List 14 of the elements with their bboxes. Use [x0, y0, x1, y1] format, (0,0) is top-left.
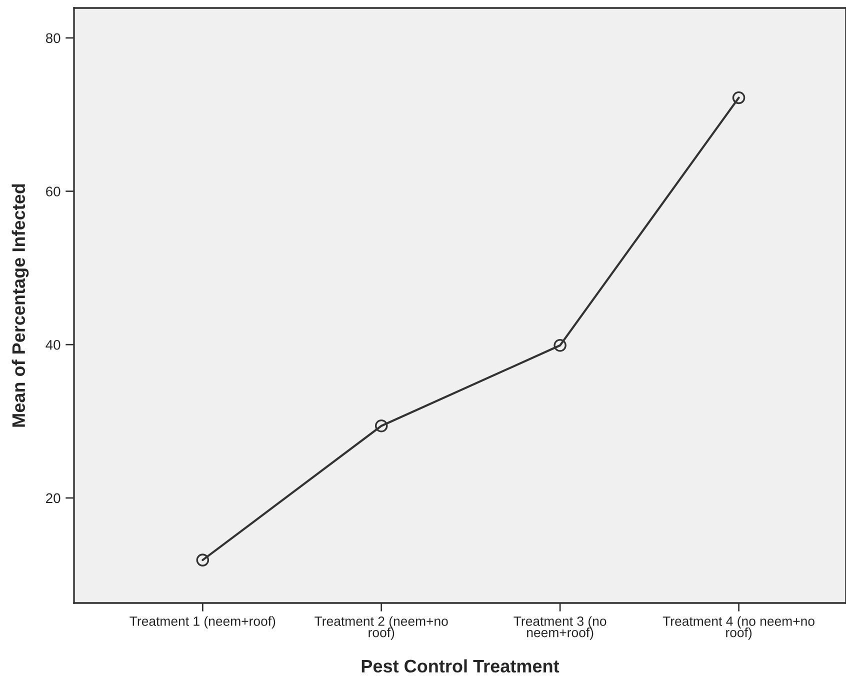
x-tick-label: Treatment 4 (no neem+no roof)	[662, 616, 814, 640]
y-tick-label: 60	[46, 186, 60, 196]
x-axis-title: Pest Control Treatment	[362, 659, 560, 673]
point	[374, 419, 388, 432]
point	[196, 554, 210, 566]
y-axis-title: Mean of Percentage Infected	[12, 184, 29, 427]
x-tick-label: Treatment 3 (no neem+roof)	[514, 616, 606, 640]
x-tick-label: Treatment 2 (neem+no roof)	[314, 616, 448, 640]
x-tick-label: Treatment 1 (neem+roof)	[130, 616, 276, 628]
y-tick-label: 40	[46, 340, 60, 350]
point	[732, 91, 746, 104]
y-tick-label: 20	[46, 493, 60, 504]
y-tick-label: 80	[46, 33, 60, 44]
point	[554, 338, 566, 352]
